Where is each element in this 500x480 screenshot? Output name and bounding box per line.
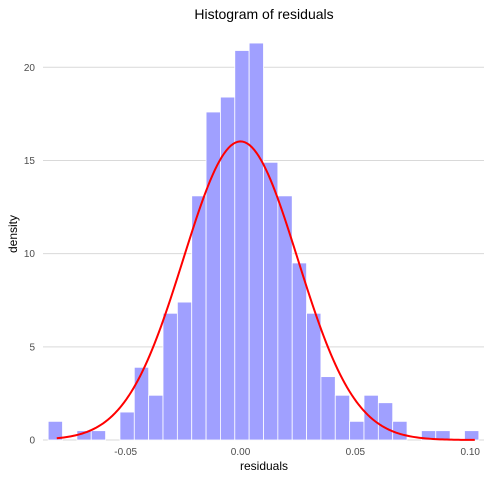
histogram-bar — [148, 394, 164, 441]
histogram-bars — [47, 42, 480, 441]
histogram-bar — [349, 420, 365, 441]
histogram-bar — [392, 420, 408, 441]
x-tick-label: 0.05 — [346, 447, 366, 458]
histogram-bar — [47, 420, 63, 441]
y-axis-title: density — [6, 215, 20, 253]
y-tick-label: 15 — [24, 156, 36, 167]
y-tick-label: 20 — [24, 63, 36, 74]
y-axis-ticks: 0 5 10 15 20 — [24, 63, 36, 447]
y-tick-label: 10 — [24, 249, 36, 260]
density-curve — [56, 140, 475, 441]
histogram-bar — [176, 301, 193, 441]
x-tick-label: -0.05 — [114, 447, 137, 458]
histogram-bar — [306, 312, 322, 441]
histogram-bar — [263, 161, 279, 441]
histogram-bar — [464, 430, 480, 441]
x-axis-ticks: -0.05 0.00 0.05 0.10 — [114, 447, 480, 458]
histogram-bar — [377, 402, 394, 441]
histogram-bar — [320, 376, 336, 441]
histogram-bar — [90, 430, 106, 441]
histogram-bar — [133, 366, 150, 441]
x-tick-label: 0.00 — [231, 447, 251, 458]
histogram-bar — [162, 312, 178, 441]
x-tick-label: 0.10 — [460, 447, 480, 458]
histogram-bar — [248, 42, 264, 441]
histogram-bar — [191, 195, 207, 441]
chart-title: Histogram of residuals — [194, 6, 333, 22]
histogram-bar — [291, 262, 307, 441]
histogram-bar — [234, 50, 250, 441]
x-axis-title: residuals — [240, 459, 288, 473]
y-tick-label: 5 — [29, 342, 35, 353]
histogram-bar — [119, 411, 135, 441]
histogram-bar — [334, 394, 351, 441]
y-tick-label: 0 — [29, 436, 35, 447]
